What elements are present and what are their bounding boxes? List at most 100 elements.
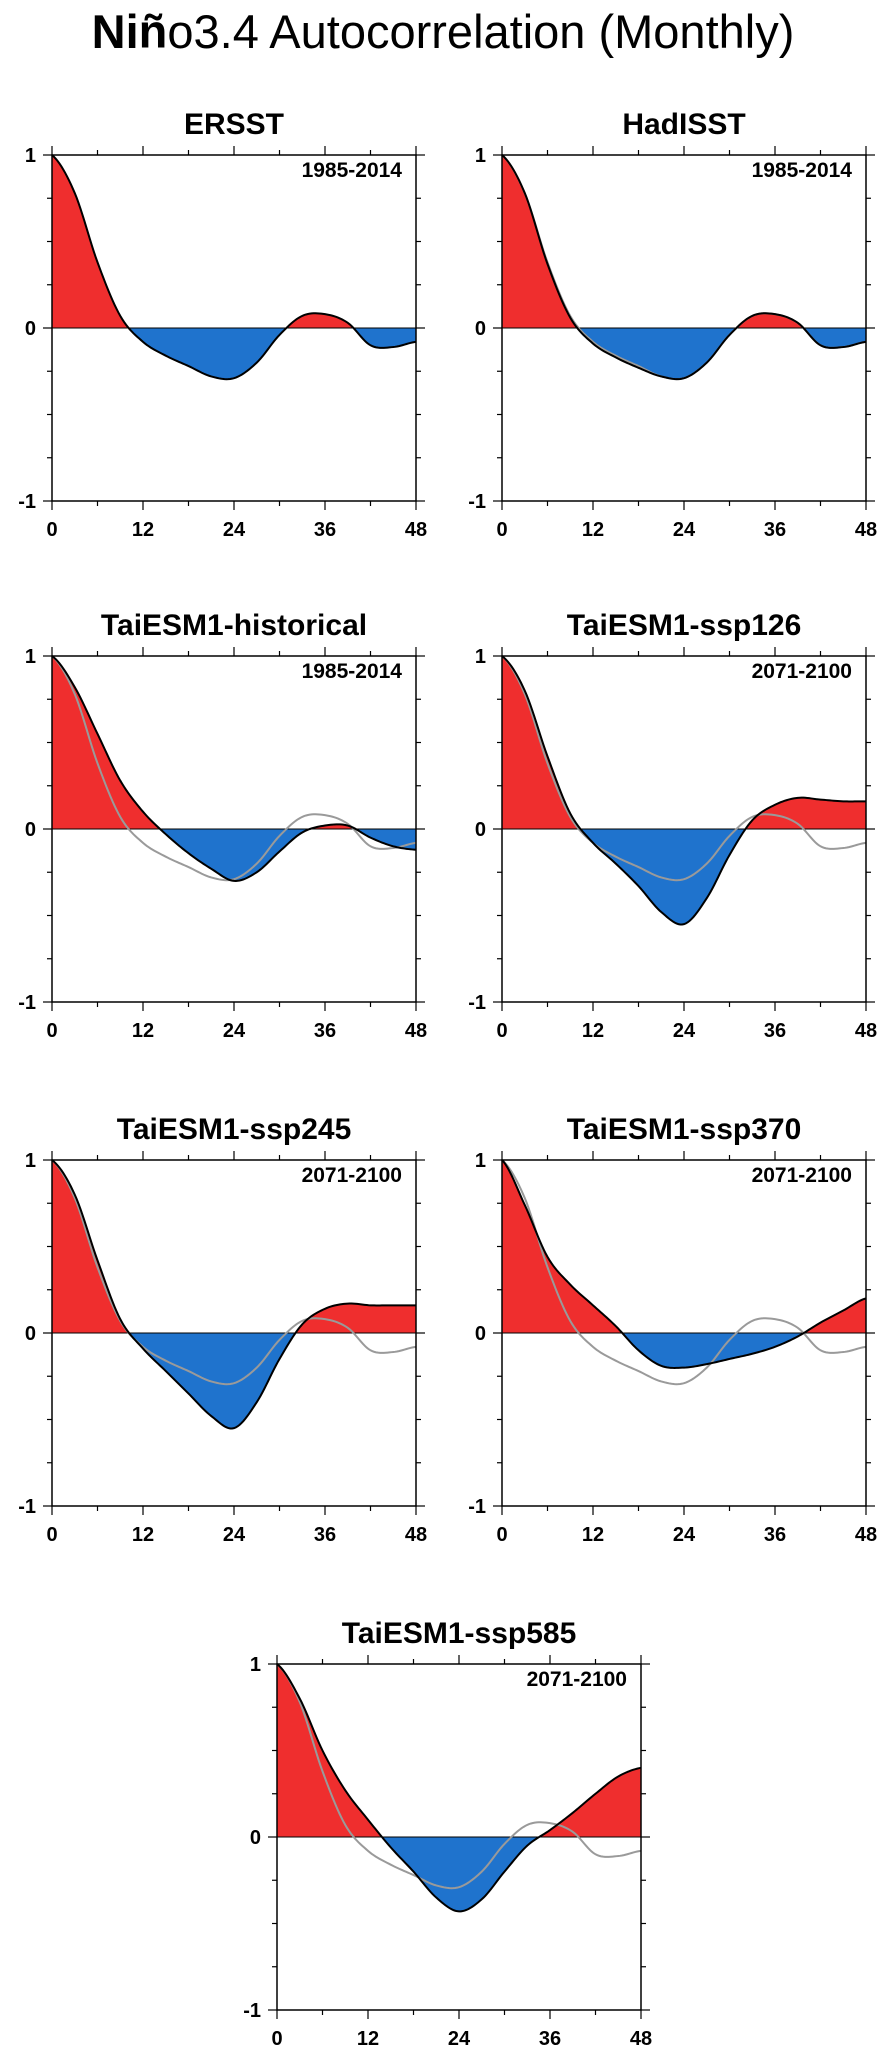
panel-title: TaiESM1-ssp370 xyxy=(567,1113,802,1146)
series-line xyxy=(276,1663,642,1913)
period-label: 1985-2014 xyxy=(302,660,403,683)
negative-area xyxy=(622,1333,804,1368)
x-tick-label: 0 xyxy=(46,1020,57,1042)
chart-panel: TaiESM1-ssp126 0 12 24 36 48 1 0 -1 2071-2100 xyxy=(468,609,877,1042)
y-tick-label: 1 xyxy=(475,145,486,167)
negative-area xyxy=(803,328,866,348)
period-label: 2071-2100 xyxy=(527,1668,627,1691)
panel-title: ERSST xyxy=(184,108,284,141)
negative-area xyxy=(580,829,746,925)
series-line xyxy=(501,655,867,926)
positive-area xyxy=(286,313,354,328)
y-tick-label: 0 xyxy=(475,1323,486,1345)
y-tick-label: -1 xyxy=(468,1496,486,1518)
negative-area xyxy=(128,328,287,380)
positive-area xyxy=(736,313,804,328)
positive-area xyxy=(277,1664,382,1837)
negative-area xyxy=(355,829,416,850)
x-tick-label: 12 xyxy=(357,2028,379,2050)
chart-panel: ERSST 0 12 24 36 48 1 0 -1 1985-2014 xyxy=(18,108,427,541)
x-tick-label: 36 xyxy=(314,519,336,541)
x-tick-label: 24 xyxy=(223,1524,246,1546)
negative-area xyxy=(160,829,310,881)
period-label: 2071-2100 xyxy=(752,1164,852,1187)
y-tick-label: -1 xyxy=(18,992,36,1014)
x-tick-label: 36 xyxy=(764,1020,786,1042)
x-tick-label: 12 xyxy=(132,1524,154,1546)
y-tick-label: 0 xyxy=(475,819,486,841)
x-tick-label: 24 xyxy=(673,1524,696,1546)
y-tick-label: -1 xyxy=(243,2000,261,2022)
reference-line xyxy=(276,1663,642,1890)
x-tick-label: 36 xyxy=(764,1524,786,1546)
x-tick-label: 0 xyxy=(46,519,57,541)
reference-line xyxy=(51,655,417,882)
x-tick-label: 12 xyxy=(582,1524,604,1546)
y-tick-label: 1 xyxy=(25,145,36,167)
y-tick-label: 0 xyxy=(25,1323,36,1345)
x-tick-label: 0 xyxy=(46,1524,57,1546)
positive-area xyxy=(502,1160,623,1333)
positive-area xyxy=(295,1303,416,1333)
period-label: 2071-2100 xyxy=(752,660,852,683)
negative-area xyxy=(577,328,737,380)
y-tick-label: -1 xyxy=(18,491,36,513)
y-tick-label: 1 xyxy=(475,1150,486,1172)
x-tick-label: 0 xyxy=(496,519,507,541)
x-tick-label: 12 xyxy=(132,519,154,541)
x-tick-label: 36 xyxy=(314,1020,336,1042)
figure-title: Niño3.4 Autocorrelation (Monthly) xyxy=(0,4,886,59)
panel-title: TaiESM1-historical xyxy=(101,609,367,642)
panel-title: HadISST xyxy=(622,108,745,141)
series-line xyxy=(51,154,417,381)
x-tick-label: 48 xyxy=(405,519,427,541)
y-tick-label: -1 xyxy=(18,1496,36,1518)
chart-panel: HadISST 0 12 24 36 48 1 0 -1 1985-2014 xyxy=(468,108,877,541)
positive-area xyxy=(52,656,161,829)
y-tick-label: 1 xyxy=(25,646,36,668)
x-tick-label: 24 xyxy=(223,1020,246,1042)
x-tick-label: 0 xyxy=(496,1524,507,1546)
y-tick-label: 1 xyxy=(25,1150,36,1172)
x-tick-label: 48 xyxy=(630,2028,652,2050)
x-tick-label: 24 xyxy=(673,519,696,541)
chart-panel: TaiESM1-historical 0 12 24 36 48 1 0 -1 1985-2014 xyxy=(18,609,427,1042)
x-tick-label: 24 xyxy=(673,1020,696,1042)
x-tick-label: 0 xyxy=(496,1020,507,1042)
x-tick-label: 36 xyxy=(314,1524,336,1546)
x-tick-label: 12 xyxy=(132,1020,154,1042)
y-tick-label: 0 xyxy=(250,1827,261,1849)
y-tick-label: -1 xyxy=(468,992,486,1014)
y-tick-label: 0 xyxy=(25,318,36,340)
period-label: 1985-2014 xyxy=(302,159,403,182)
reference-line xyxy=(501,655,867,882)
chart-panel: TaiESM1-ssp585 0 12 24 36 48 1 0 -1 2071-2100 xyxy=(243,1617,652,2050)
series-line xyxy=(501,154,867,381)
panel-title: TaiESM1-ssp585 xyxy=(342,1617,577,1650)
y-tick-label: 0 xyxy=(25,819,36,841)
y-tick-label: 1 xyxy=(475,646,486,668)
y-tick-label: -1 xyxy=(468,491,486,513)
figure-title-rest: o3.4 Autocorrelation (Monthly) xyxy=(167,5,795,58)
period-label: 1985-2014 xyxy=(752,159,853,182)
series-line xyxy=(51,655,417,882)
negative-area xyxy=(381,1837,540,1912)
x-tick-label: 36 xyxy=(764,519,786,541)
panel-title: TaiESM1-ssp245 xyxy=(117,1113,352,1146)
period-label: 2071-2100 xyxy=(302,1164,402,1187)
y-tick-label: 0 xyxy=(475,318,486,340)
x-tick-label: 48 xyxy=(855,519,877,541)
figure-title-bold: Niñ xyxy=(91,5,168,58)
negative-area xyxy=(353,328,416,348)
reference-line xyxy=(51,1159,417,1386)
panel-title: TaiESM1-ssp126 xyxy=(567,609,802,642)
x-tick-label: 24 xyxy=(448,2028,471,2050)
x-tick-label: 48 xyxy=(855,1524,877,1546)
chart-panel: TaiESM1-ssp370 0 12 24 36 48 1 0 -1 2071-2100 xyxy=(468,1113,877,1546)
x-tick-label: 48 xyxy=(855,1020,877,1042)
x-tick-label: 48 xyxy=(405,1020,427,1042)
series-line xyxy=(51,1159,416,1430)
series-line xyxy=(501,1159,867,1369)
chart-panel: TaiESM1-ssp245 0 12 24 36 48 1 0 -1 2071-2100 xyxy=(18,1113,427,1546)
